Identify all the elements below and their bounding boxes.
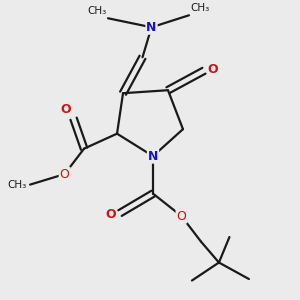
Text: N: N: [148, 150, 158, 163]
Text: O: O: [176, 210, 186, 223]
Text: N: N: [146, 21, 157, 34]
Text: O: O: [208, 63, 218, 76]
Text: CH₃: CH₃: [8, 180, 27, 190]
Text: CH₃: CH₃: [87, 6, 106, 16]
Text: CH₃: CH₃: [190, 3, 210, 13]
Text: O: O: [60, 168, 70, 181]
Text: O: O: [106, 208, 116, 221]
Text: O: O: [60, 103, 70, 116]
